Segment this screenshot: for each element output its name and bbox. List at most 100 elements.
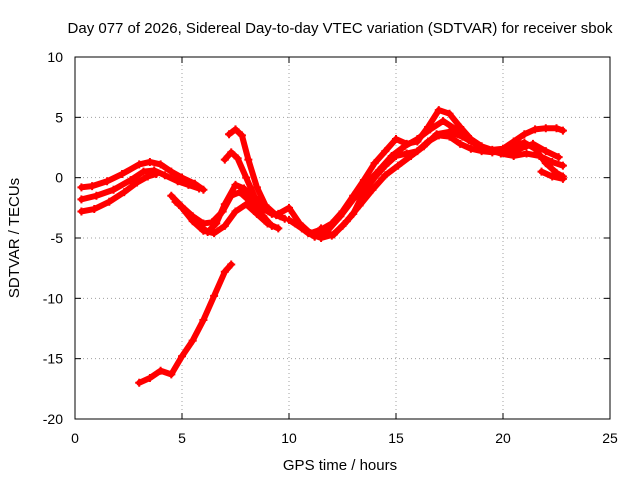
data-point — [558, 126, 567, 135]
data-point — [488, 148, 497, 157]
data-point — [220, 267, 229, 276]
data-point — [160, 171, 169, 180]
data-point — [167, 167, 176, 176]
data-point — [237, 131, 246, 140]
data-point — [171, 197, 180, 206]
data-point — [231, 180, 240, 189]
series-track-b — [77, 166, 204, 204]
data-point — [167, 370, 176, 379]
data-point — [118, 170, 127, 179]
data-point — [188, 336, 197, 345]
data-point — [242, 173, 251, 182]
data-point — [558, 161, 567, 170]
data-point — [244, 155, 253, 164]
data-point — [552, 124, 561, 133]
data-point — [471, 139, 480, 148]
x-tick-label: 0 — [71, 430, 79, 446]
series-track-n — [135, 260, 236, 387]
data-point — [274, 224, 283, 233]
data-point — [541, 147, 550, 156]
y-tick-label: 10 — [47, 49, 63, 65]
data-point — [285, 203, 293, 212]
data-point — [233, 154, 242, 163]
data-point — [548, 172, 557, 181]
data-point — [400, 142, 409, 151]
data-point — [259, 205, 268, 214]
series-track — [286, 117, 562, 240]
data-point — [143, 172, 152, 181]
data-point — [434, 106, 443, 115]
data-point — [541, 124, 550, 133]
data-point — [392, 135, 400, 144]
data-point — [531, 144, 540, 153]
data-point — [252, 209, 261, 218]
data-point — [456, 139, 465, 148]
data-point — [212, 219, 221, 228]
data-point — [274, 209, 283, 218]
data-point — [370, 159, 379, 168]
x-tick-label: 10 — [281, 430, 297, 446]
data-point — [199, 316, 208, 325]
series-track — [78, 167, 203, 203]
data-point — [439, 116, 448, 125]
data-point — [156, 366, 165, 375]
data-point — [103, 177, 112, 186]
data-point — [381, 147, 390, 156]
data-point — [220, 221, 229, 230]
data-point — [291, 219, 300, 228]
data-point — [231, 207, 240, 216]
data-point — [88, 182, 97, 191]
y-axis-label: SDTVAR / TECUs — [6, 178, 23, 298]
data-point — [184, 180, 193, 189]
data-point — [178, 203, 186, 212]
grid — [75, 57, 610, 419]
data-point — [317, 234, 326, 242]
data-point — [349, 195, 358, 204]
data-point — [392, 151, 400, 160]
data-point — [381, 171, 390, 180]
series-track-h — [220, 148, 285, 221]
chart-title: Day 077 of 2026, Sidereal Day-to-day VTE… — [68, 20, 613, 37]
series-track-f — [178, 200, 283, 238]
data-point — [252, 183, 261, 192]
series-track — [179, 201, 282, 237]
data-point — [402, 149, 411, 158]
data-point — [77, 207, 86, 216]
data-point — [135, 160, 144, 169]
data-point — [220, 155, 229, 164]
x-tick-label: 20 — [495, 430, 511, 446]
series-track-c — [77, 170, 161, 216]
series-track-m — [537, 167, 567, 183]
data-point — [105, 197, 114, 206]
y-tick-label: -10 — [43, 290, 63, 306]
x-axis-label: GPS time / hours — [283, 457, 397, 474]
data-point — [434, 131, 443, 140]
data-point — [120, 188, 129, 197]
data-point — [520, 138, 529, 147]
data-point — [370, 173, 379, 182]
data-point — [225, 130, 234, 139]
data-point — [156, 160, 165, 169]
data-point — [227, 148, 236, 157]
data-point — [424, 137, 433, 146]
data-point — [195, 184, 204, 193]
data-point — [231, 125, 240, 134]
y-tick-labels: 10 5 0 -5 -10 -15 -20 — [43, 49, 63, 427]
data-point — [445, 132, 454, 141]
data-point — [304, 229, 313, 238]
x-tick-label: 25 — [602, 430, 618, 446]
data-point — [426, 125, 435, 134]
data-point — [145, 157, 154, 166]
data-point — [220, 200, 229, 209]
y-tick-label: 0 — [55, 170, 63, 186]
data-point — [548, 157, 557, 166]
data-point — [458, 132, 467, 141]
data-point — [250, 192, 259, 201]
data-point — [242, 200, 251, 209]
series-group — [77, 106, 567, 387]
data-point — [537, 167, 546, 176]
x-tick-label: 15 — [388, 430, 404, 446]
data-point — [133, 178, 142, 187]
data-point — [522, 149, 531, 158]
series-track-l — [317, 131, 567, 240]
